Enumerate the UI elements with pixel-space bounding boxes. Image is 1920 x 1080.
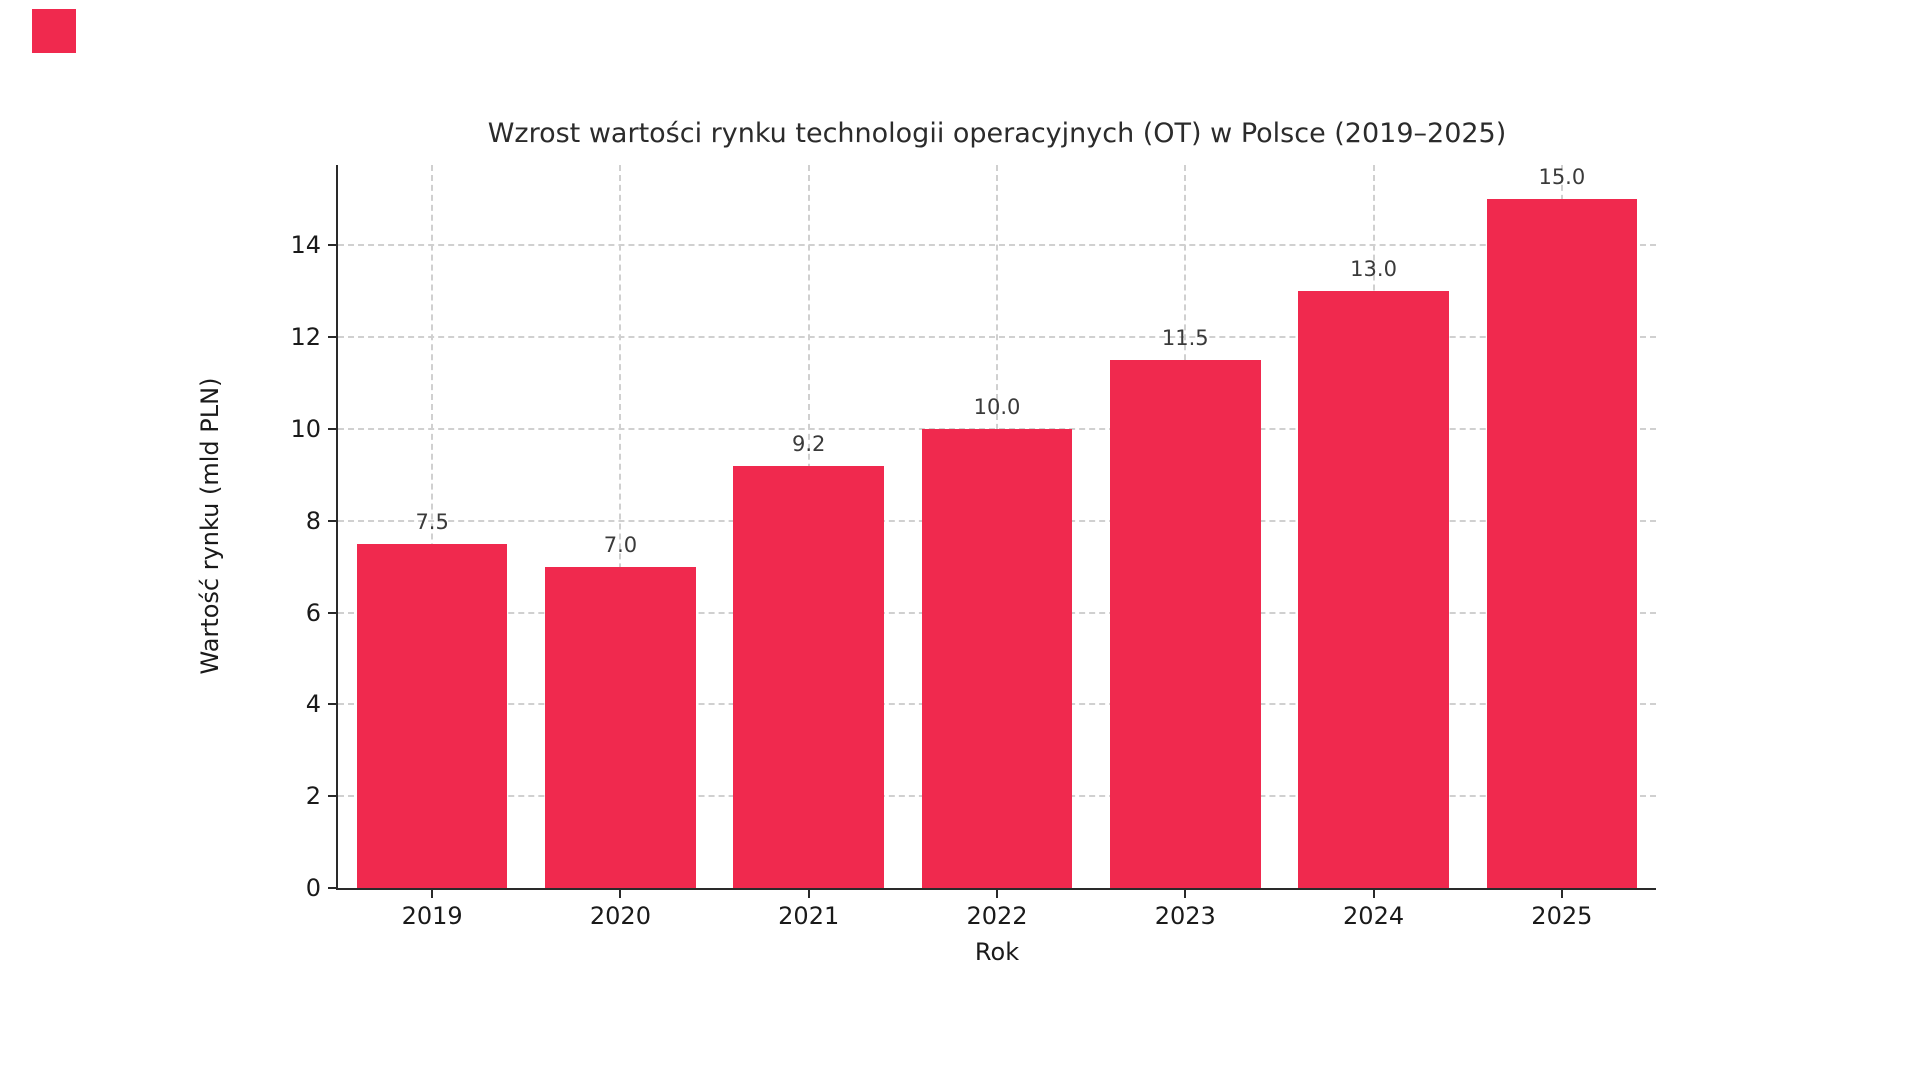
bar-value-label: 15.0 — [1538, 165, 1586, 190]
y-tick-mark — [328, 703, 336, 706]
x-tick-label: 2020 — [589, 902, 651, 930]
bar-value-label: 9.2 — [792, 431, 826, 456]
x-axis-spine — [336, 888, 1656, 890]
x-tick-mark — [996, 890, 998, 898]
x-tick-label: 2022 — [966, 902, 1028, 930]
bar-2025 — [1486, 199, 1638, 888]
bar-value-label: 10.0 — [973, 394, 1021, 419]
x-axis-label: Rok — [0, 938, 1920, 966]
y-tick-label: 14 — [290, 231, 321, 260]
x-tick-label: 2023 — [1154, 902, 1216, 930]
x-tick-label: 2019 — [401, 902, 463, 930]
bar-2021 — [733, 465, 885, 888]
bar-value-label: 13.0 — [1350, 257, 1397, 282]
x-tick-mark — [1184, 890, 1187, 898]
bar-2020 — [545, 566, 696, 888]
y-tick-mark — [328, 795, 336, 798]
x-tick-label: 2024 — [1343, 902, 1405, 930]
bar-2023 — [1109, 360, 1261, 888]
y-tick-label: 12 — [290, 323, 321, 352]
bar-2019 — [356, 543, 508, 888]
gridline-vertical — [431, 165, 434, 888]
y-tick-mark — [328, 611, 336, 614]
bar-2024 — [1298, 291, 1449, 888]
gridline-vertical — [619, 165, 622, 888]
bar-2022 — [921, 428, 1073, 888]
x-tick-mark — [431, 890, 434, 898]
bar-value-label: 7.5 — [415, 509, 449, 534]
y-axis-label: Wartość rynku (mld PLN) — [196, 377, 224, 675]
y-tick-label: 4 — [305, 690, 321, 719]
chart-title: Wzrost wartości rynku technologii operac… — [0, 118, 1920, 149]
x-tick-label: 2021 — [778, 902, 840, 930]
x-tick-mark — [807, 890, 810, 898]
y-tick-mark — [328, 427, 336, 430]
y-tick-mark — [328, 519, 336, 522]
y-tick-label: 8 — [305, 506, 321, 535]
y-tick-label: 2 — [305, 782, 321, 811]
y-tick-label: 6 — [305, 598, 321, 627]
y-axis-spine — [336, 165, 338, 890]
x-tick-mark — [1560, 890, 1563, 898]
y-tick-label: 10 — [290, 414, 321, 443]
bar-value-label: 7.0 — [603, 532, 638, 557]
corner-marker-square — [32, 9, 76, 53]
chart-title-text: Wzrost wartości rynku technologii operac… — [487, 118, 1507, 149]
x-axis-label-text: Rok — [974, 938, 1020, 966]
x-tick-label: 2025 — [1531, 902, 1593, 930]
x-tick-mark — [619, 890, 622, 898]
y-tick-label: 0 — [305, 874, 321, 902]
y-tick-mark — [328, 336, 336, 339]
bar-value-label: 11.5 — [1161, 326, 1209, 351]
y-tick-mark — [328, 887, 336, 889]
y-tick-mark — [328, 244, 336, 247]
x-tick-mark — [1372, 890, 1375, 898]
